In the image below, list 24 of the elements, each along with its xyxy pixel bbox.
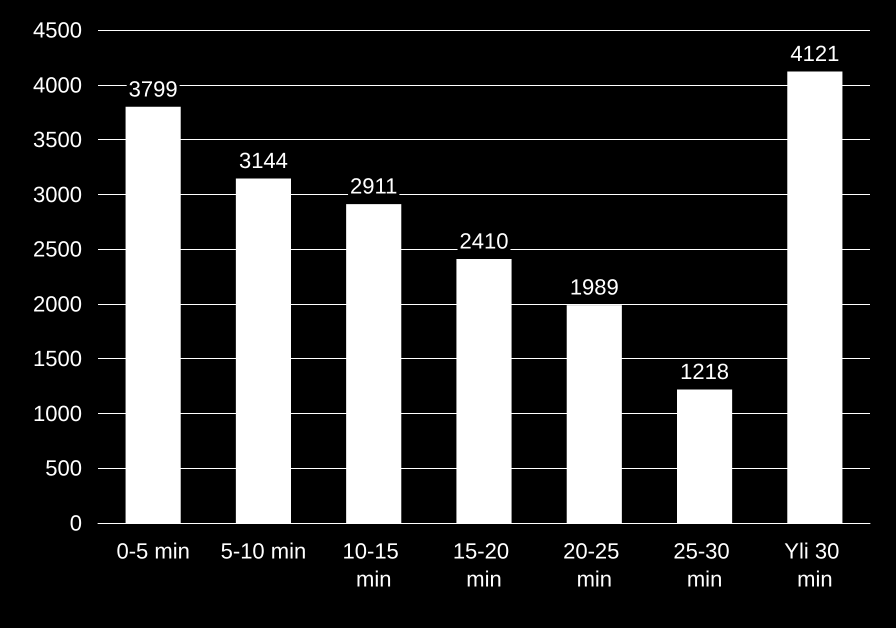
data-label: 2911 [350,174,398,199]
y-tick-label: 1500 [33,346,82,372]
data-label: 2410 [460,228,508,254]
y-tick-label: 4500 [33,18,82,42]
data-label: 4121 [790,41,840,66]
data-label: 3144 [238,148,288,174]
y-tick-label: 500 [45,456,82,481]
x-tick-label: 20-25 min [563,538,626,592]
x-tick-label: 25-30 min [673,538,736,592]
data-label: 1218 [680,359,730,384]
y-tick-label: 1000 [33,400,82,426]
x-tick-label: Yli 30 min [784,538,846,592]
y-tick-label: 2500 [33,236,82,262]
x-tick-label: 5-10 min [220,538,306,564]
y-tick-label: 3500 [33,127,82,152]
x-tick-label: 0-5 min [116,538,190,564]
data-label: 1989 [570,274,619,300]
data-label: 3799 [128,76,178,102]
y-tick-label: 2000 [33,291,82,316]
y-tick-label: 0 [70,510,82,536]
x-tick-label: 10-15 min [342,538,405,592]
y-tick-label: 3000 [33,182,82,207]
x-tick-label: 15-20 min [452,538,516,592]
y-tick-label: 4000 [33,72,82,98]
